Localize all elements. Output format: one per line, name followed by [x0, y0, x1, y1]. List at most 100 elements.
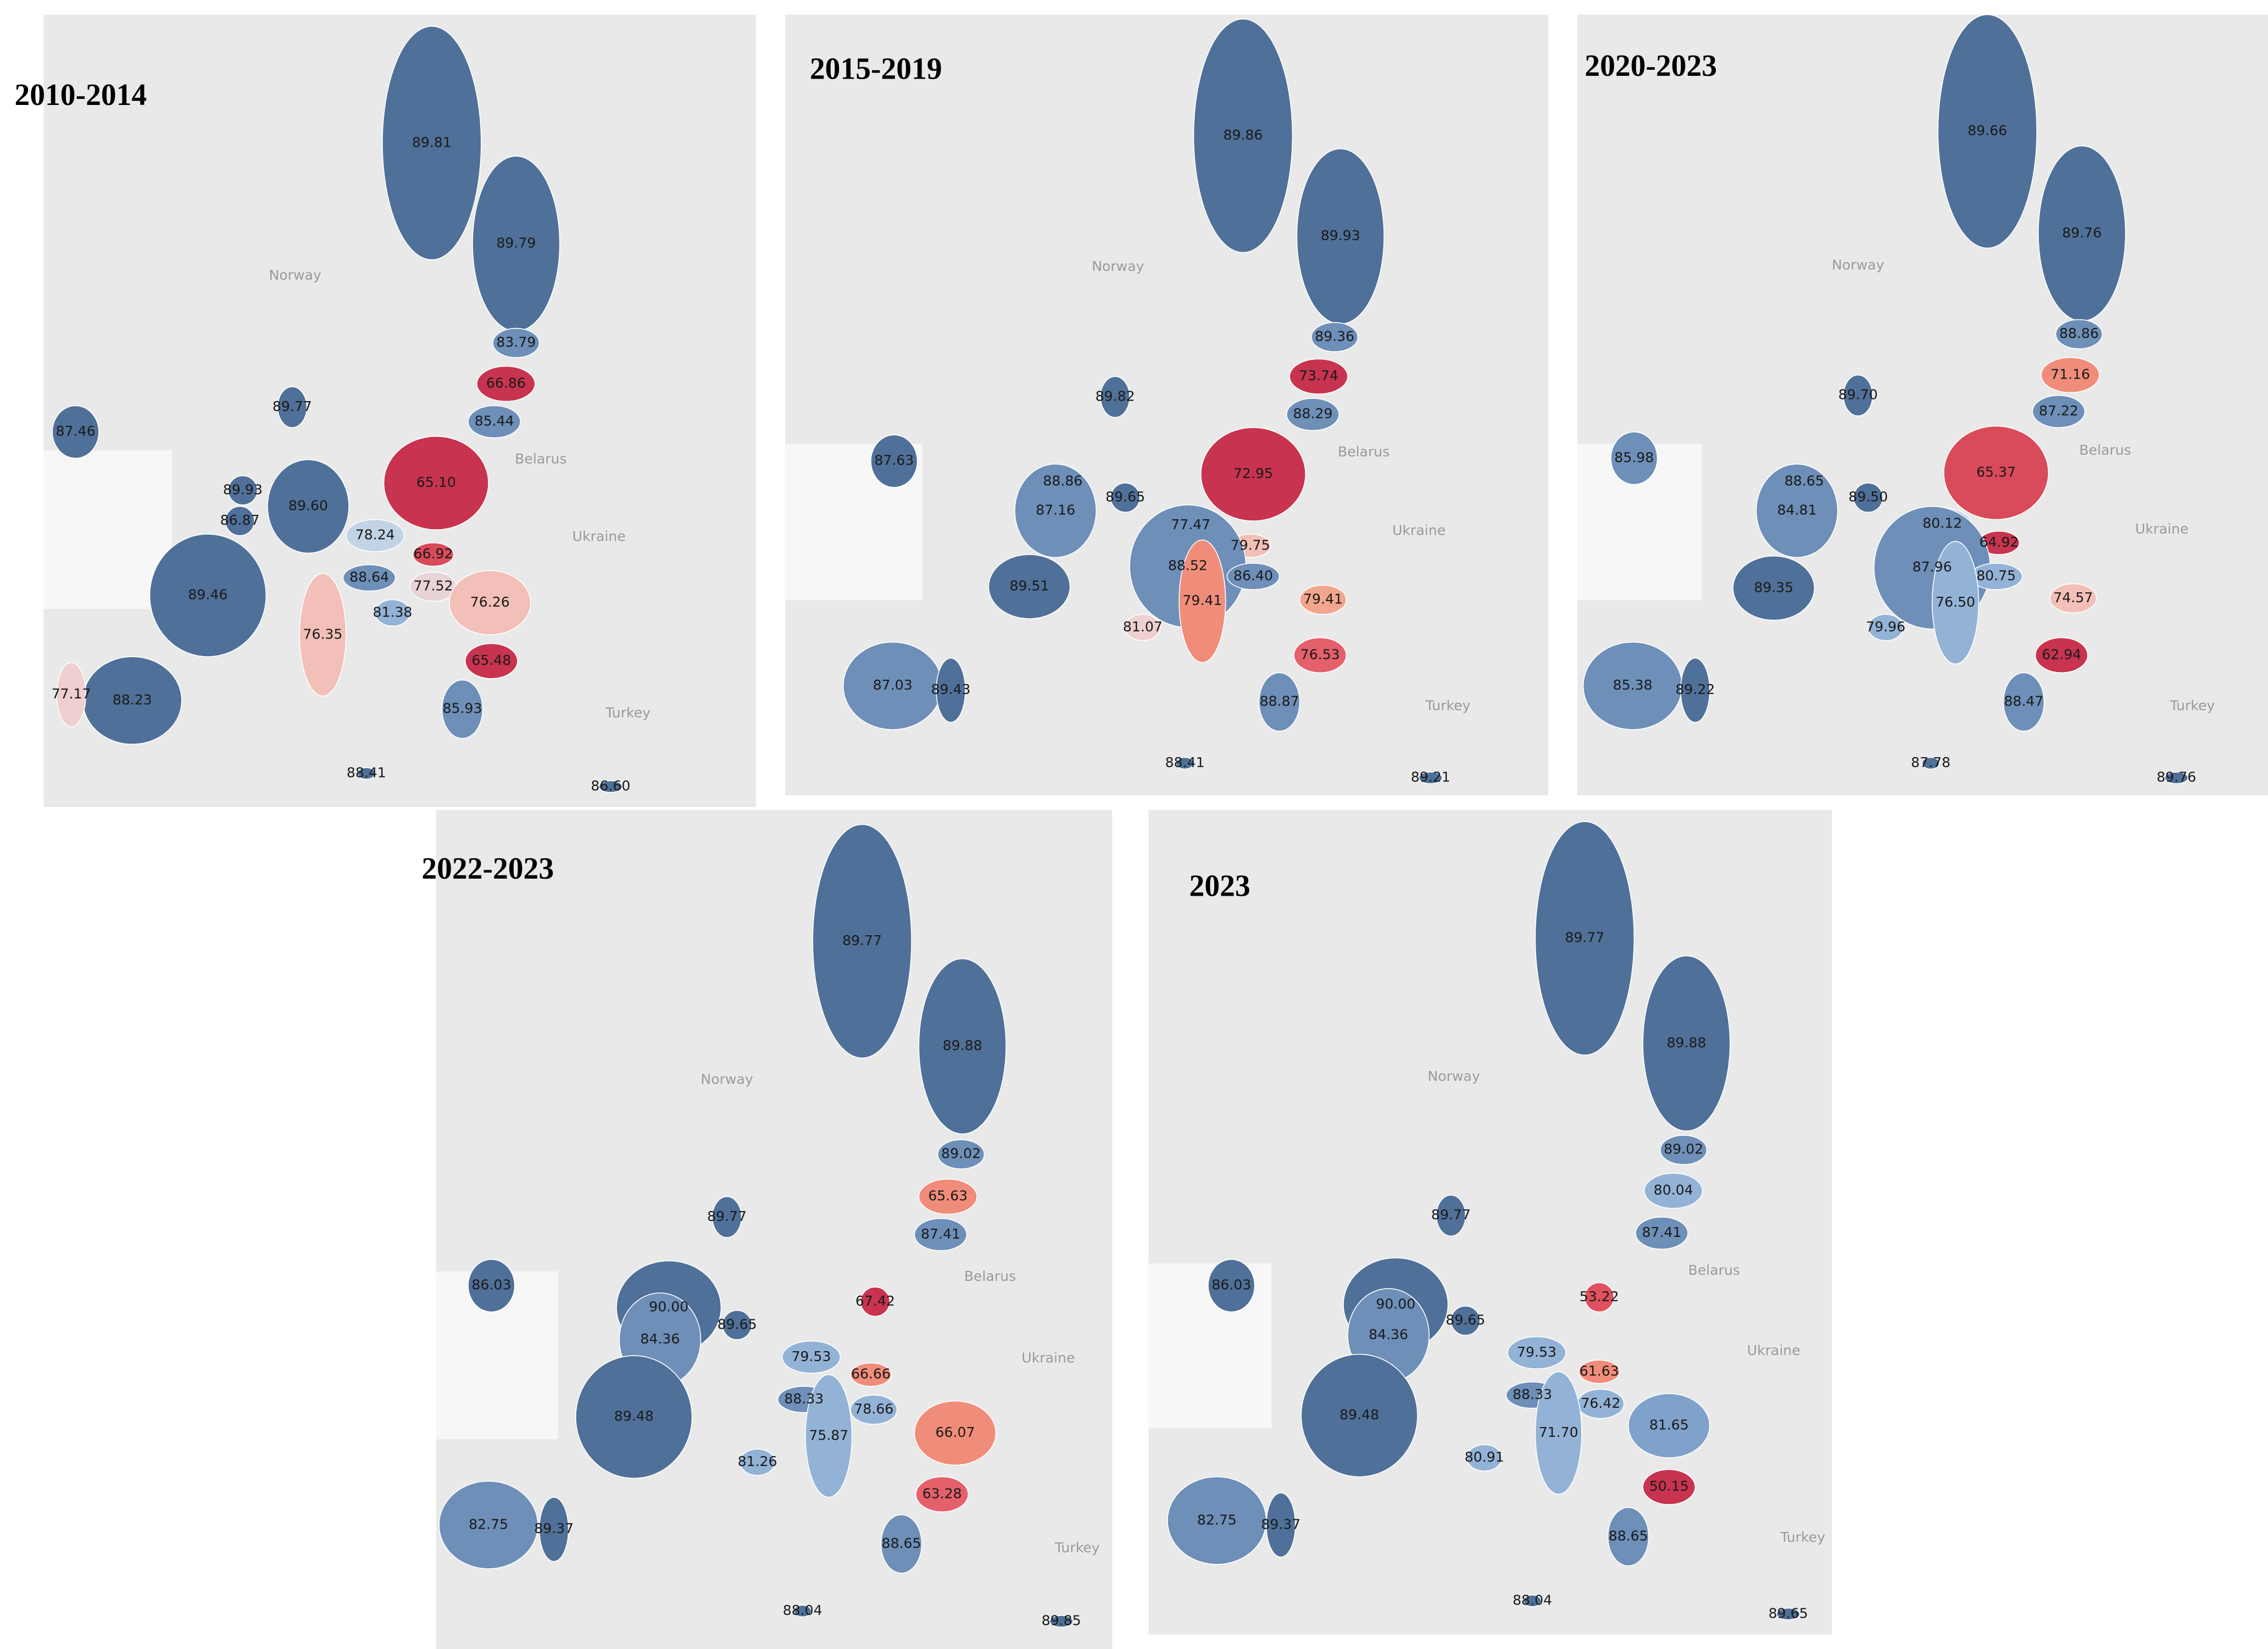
panel-title: 2022-2023	[421, 852, 554, 886]
value-label: 89.36	[1315, 328, 1354, 344]
value-label: 89.37	[534, 1520, 574, 1536]
value-label: 66.86	[486, 375, 526, 391]
value-label: 88.52	[1168, 557, 1208, 573]
country-region	[1610, 431, 1658, 485]
country-region	[850, 1395, 898, 1425]
value-label: 89.77	[273, 398, 312, 414]
value-label: 79.53	[792, 1348, 831, 1364]
country-region	[1100, 376, 1130, 418]
value-label: 89.88	[943, 1037, 982, 1053]
country-region	[1450, 1306, 1481, 1336]
country-region	[915, 1476, 969, 1513]
value-label: 87.63	[874, 452, 914, 468]
value-label: 88.33	[784, 1391, 824, 1407]
value-label: 89.46	[188, 587, 227, 603]
value-label: 65.63	[928, 1188, 968, 1204]
value-label: 88.64	[349, 569, 389, 585]
country-region	[914, 1400, 997, 1466]
country-region	[1466, 1444, 1503, 1472]
value-label: 89.02	[941, 1146, 981, 1162]
country-region	[740, 1448, 776, 1476]
country-region	[860, 1286, 891, 1317]
country-region	[1014, 463, 1097, 558]
value-label: 89.50	[1848, 489, 1888, 505]
country-region	[382, 26, 482, 260]
country-region	[793, 1604, 812, 1618]
country-region	[345, 519, 405, 552]
sea-patch	[43, 450, 172, 609]
value-label: 90.00	[649, 1299, 688, 1315]
value-label: 71.16	[2050, 366, 2090, 382]
value-label: 80.75	[1976, 568, 2016, 584]
value-label: 64.92	[1979, 534, 2019, 550]
map-panel: Norway Belarus Ukraine Turkey 89.86 89.93 89.3…	[785, 14, 1549, 796]
country-region	[374, 599, 411, 627]
place-name: Ukraine	[572, 528, 626, 544]
country-region	[441, 679, 483, 739]
place-name: Belarus	[2079, 442, 2131, 458]
place-name: Belarus	[964, 1268, 1016, 1284]
value-label: 66.66	[851, 1366, 891, 1382]
country-region	[1931, 541, 1980, 665]
place-name: Norway	[1092, 258, 1144, 274]
country-region	[880, 1514, 922, 1574]
value-label: 82.75	[469, 1516, 508, 1532]
value-label: 76.50	[1936, 594, 1975, 610]
value-label: 87.41	[1642, 1224, 1682, 1240]
country-region	[342, 564, 396, 592]
place-name: Belarus	[515, 451, 566, 467]
value-label: 85.93	[443, 701, 482, 717]
value-label: 89.66	[1967, 123, 2007, 138]
country-region	[914, 1218, 968, 1251]
value-label: 88.47	[2004, 693, 2043, 709]
place-name: Turkey	[1780, 1529, 1825, 1545]
value-label: 63.28	[922, 1485, 962, 1501]
value-label: 89.43	[931, 681, 971, 697]
value-label: 86.40	[1233, 568, 1273, 584]
country-region	[1049, 1615, 1074, 1628]
value-label: 89.48	[1339, 1407, 1379, 1423]
value-label: 89.60	[288, 498, 328, 514]
place-name: Turkey	[1425, 697, 1471, 713]
map-panel: Norway Belarus Ukraine Turkey 89.81 89.79 83.7…	[14, 14, 756, 807]
country-region	[1867, 614, 1904, 641]
value-label: 62.94	[2042, 646, 2081, 662]
value-label: 77.47	[1171, 517, 1210, 532]
country-region	[1418, 771, 1443, 784]
value-label: 77.17	[52, 686, 91, 702]
country-region	[1943, 425, 2049, 520]
value-label: 89.79	[496, 235, 536, 251]
value-label: 89.65	[1446, 1312, 1485, 1328]
value-label: 89.77	[1565, 930, 1604, 946]
country-region	[711, 1196, 742, 1238]
panel-title: 2015-2019	[810, 52, 942, 86]
value-label: 89.82	[1096, 388, 1135, 404]
country-region	[1289, 358, 1348, 395]
value-label: 81.65	[1649, 1417, 1689, 1433]
value-label: 76.35	[303, 626, 342, 642]
value-label: 83.79	[496, 334, 536, 350]
value-label: 53.22	[1580, 1289, 1619, 1304]
place-name: Turkey	[1054, 1540, 1100, 1556]
panel-title: 2010-2014	[14, 78, 147, 112]
value-label: 61.63	[1580, 1363, 1619, 1379]
value-label: 86.60	[591, 778, 630, 793]
country-region	[1507, 1336, 1566, 1369]
place-name: Turkey	[605, 705, 651, 721]
value-label: 89.76	[2156, 769, 2196, 785]
value-label: 76.53	[1300, 646, 1340, 662]
country-region	[476, 365, 536, 402]
value-label: 88.65	[1785, 473, 1824, 488]
value-label: 78.24	[355, 527, 395, 543]
country-region	[1436, 1195, 1466, 1237]
country-region	[2055, 319, 2103, 349]
country-region	[538, 1497, 569, 1562]
value-label: 50.15	[1649, 1478, 1689, 1494]
value-label: 72.95	[1233, 465, 1273, 481]
value-label: 79.41	[1303, 591, 1343, 607]
value-label: 80.91	[1465, 1449, 1504, 1465]
value-label: 89.37	[1261, 1516, 1300, 1532]
value-label: 89.21	[1411, 769, 1450, 785]
country-region	[1644, 1173, 1703, 1209]
value-label: 88.86	[2059, 325, 2099, 341]
